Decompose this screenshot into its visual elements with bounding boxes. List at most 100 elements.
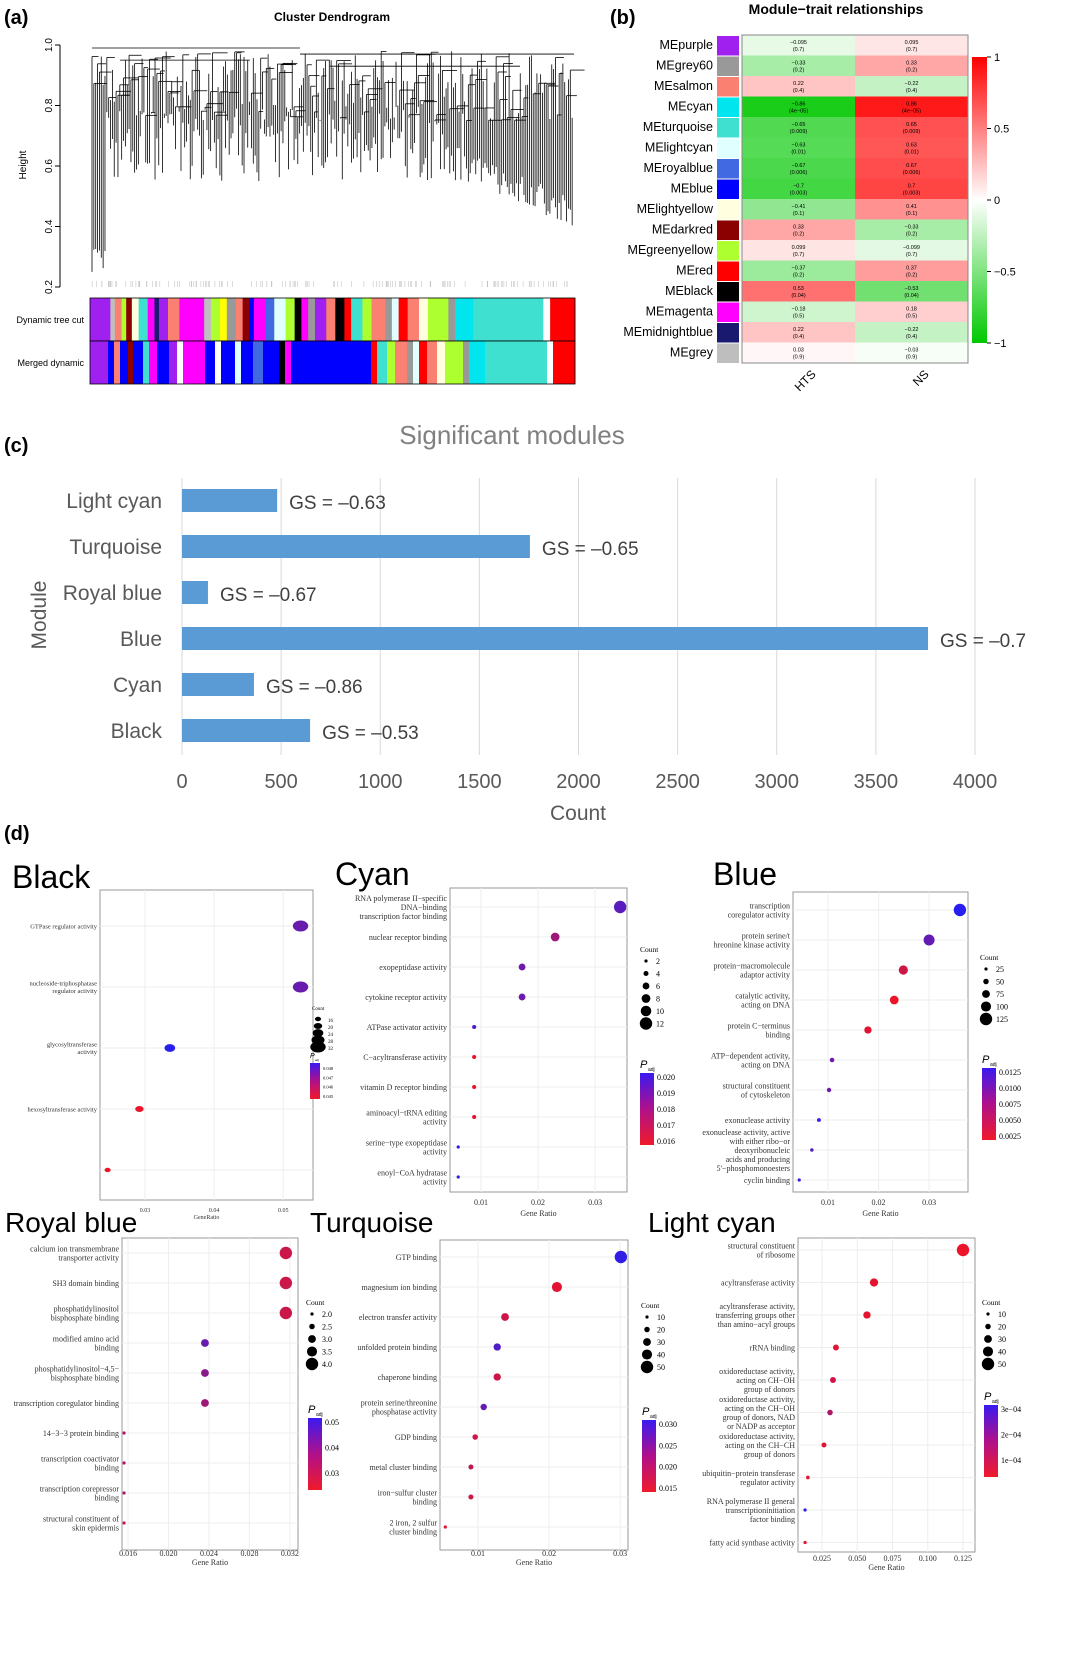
bar (182, 489, 278, 512)
term-label: of ribosome (757, 1250, 796, 1259)
term-label: transcription factor binding (359, 912, 447, 921)
term-label: activity (423, 1147, 447, 1156)
category-label: Light cyan (66, 490, 162, 513)
color-bar-dynamic-tree-cut (385, 298, 393, 341)
color-bar-merged-dynamic (114, 341, 121, 384)
padj-legend-label: 3e−04 (1001, 1405, 1021, 1414)
color-bar-merged-dynamic (241, 341, 254, 384)
count-legend-dot (642, 982, 650, 990)
cell-pvalue: (0.9) (906, 355, 917, 361)
padj-legend-label: 0.017 (657, 1121, 675, 1130)
padj-colorbar (308, 1418, 322, 1490)
color-bar-dynamic-tree-cut (294, 298, 302, 341)
term-label: phosphatidylinositol−4,5− (35, 1364, 120, 1373)
module-trait-heatmap-panel: Module−trait relationships MEpurple −0.09… (623, 1, 1015, 394)
count-legend-dot (980, 1001, 992, 1012)
count-legend-dot (639, 1017, 653, 1030)
count-legend-label: 4.0 (322, 1360, 332, 1369)
term-label: 14−3−3 protein binding (43, 1429, 119, 1438)
cell-correlation: −0.63 (792, 143, 806, 149)
heatmap-cell (855, 117, 968, 138)
enrichment-dot (829, 1377, 836, 1383)
color-bar-merged-dynamic-border (89, 340, 576, 385)
category-label: Turquoise (69, 536, 162, 559)
x-axis-label: GeneRatio (194, 1215, 220, 1221)
enrichment-dot (443, 1525, 447, 1529)
term-label: GDP binding (395, 1433, 437, 1442)
x-tick-label: 0.075 (883, 1554, 901, 1563)
dotplot-title: Light cyan (648, 1207, 776, 1238)
cell-pvalue: (0.5) (906, 314, 917, 320)
color-bar-dynamic-tree-cut (335, 298, 345, 341)
term-label: cyclin binding (744, 1176, 790, 1185)
term-label: RNA polymerase II general (707, 1497, 796, 1506)
cell-pvalue: (0.7) (793, 47, 804, 53)
color-bar-merged-dynamic (90, 341, 109, 384)
color-bar-merged-dynamic (445, 341, 464, 384)
count-legend-label: 3.5 (322, 1348, 332, 1357)
x-tick-label: 3500 (854, 771, 899, 793)
enrichment-dot (472, 1024, 477, 1030)
padj-legend-title: P (984, 1391, 992, 1403)
dotplot-title: Cyan (335, 856, 410, 892)
term-label: hexosyltransferase activity (28, 1106, 98, 1113)
padj-legend-label: 0.0125 (999, 1068, 1021, 1077)
count-legend-title: Count (312, 1007, 325, 1012)
count-legend-label: 16 (328, 1019, 334, 1024)
color-bar-dynamic-tree-cut (371, 298, 386, 341)
color-bar-dynamic-tree-cut (138, 298, 148, 341)
count-legend-label: 28 (328, 1040, 334, 1045)
dotplot-turquoise: Turquoise 0.01 0.02 0.03 Gene Ratio GTP bindi… (310, 1207, 677, 1567)
term-label: binding (95, 1343, 119, 1352)
padj-legend-label: 0.0100 (999, 1084, 1021, 1093)
heatmap-cell (855, 342, 968, 364)
cell-correlation: 0.86 (906, 102, 917, 108)
module-color-swatch (717, 159, 739, 179)
padj-legend-label: 0.0025 (999, 1132, 1021, 1141)
color-bar-merged-dynamic (205, 341, 216, 384)
term-label: protein serine/t (742, 931, 791, 940)
enrichment-dot (279, 1246, 293, 1260)
x-tick-label: 0.02 (542, 1549, 556, 1558)
padj-legend-label: 0.015 (659, 1484, 677, 1493)
color-bar-dynamic-tree-cut (398, 298, 408, 341)
color-bar-merged-dynamic (149, 341, 158, 384)
count-legend-label: 40 (657, 1351, 665, 1360)
color-bar-dynamic-tree-cut (473, 298, 544, 341)
padj-legend-label: 0.025 (659, 1441, 677, 1450)
term-label: protein C−terminus (727, 1021, 790, 1030)
term-label: binding (95, 1493, 119, 1502)
cell-correlation: −0.22 (905, 327, 919, 333)
dendrogram-y-label: Height (18, 150, 29, 179)
go-enrichment-panels: Black 0.03 0.04 0.05 GeneRatio GTPase regulat… (5, 856, 1021, 1572)
color-bar-dynamic-tree-cut (344, 298, 352, 341)
bar-annotation: GS = –0.86 (266, 677, 363, 698)
panel-label-d: (d) (4, 823, 30, 845)
plot-area (792, 891, 969, 1193)
heatmap-cell (742, 55, 855, 77)
color-bar-dynamic-tree-cut (418, 298, 429, 341)
color-bar-merged-dynamic (553, 341, 576, 384)
color-bar-dynamic-tree-cut (220, 298, 228, 341)
count-legend-dot (982, 1346, 994, 1357)
bar-chart-y-label: Module (28, 581, 51, 650)
count-legend-dot (305, 1357, 319, 1371)
count-legend-label: 40 (998, 1348, 1006, 1357)
count-legend-label: 30 (657, 1338, 665, 1347)
padj-legend-label: 2e−04 (1001, 1431, 1021, 1440)
color-bar-merged-dynamic (427, 341, 438, 384)
padj-legend-title: P (310, 1053, 315, 1060)
module-label: MEgrey (670, 346, 714, 360)
enrichment-dot (803, 1540, 807, 1545)
enrichment-dot (201, 1399, 209, 1407)
padj-legend-label: 0.020 (659, 1463, 677, 1472)
module-color-swatch (717, 261, 739, 281)
x-tick-label: 0.032 (281, 1549, 299, 1558)
panel-label-c: (c) (4, 435, 28, 457)
color-bar-dynamic-tree-cut (110, 298, 116, 341)
color-bar-merged-dynamic (463, 341, 470, 384)
dendrogram-title: Cluster Dendrogram (274, 10, 390, 24)
x-tick-label: 0.125 (954, 1554, 972, 1563)
term-label: RNA polymerase II−specific (355, 894, 447, 903)
x-axis-label: Gene Ratio (516, 1558, 552, 1567)
